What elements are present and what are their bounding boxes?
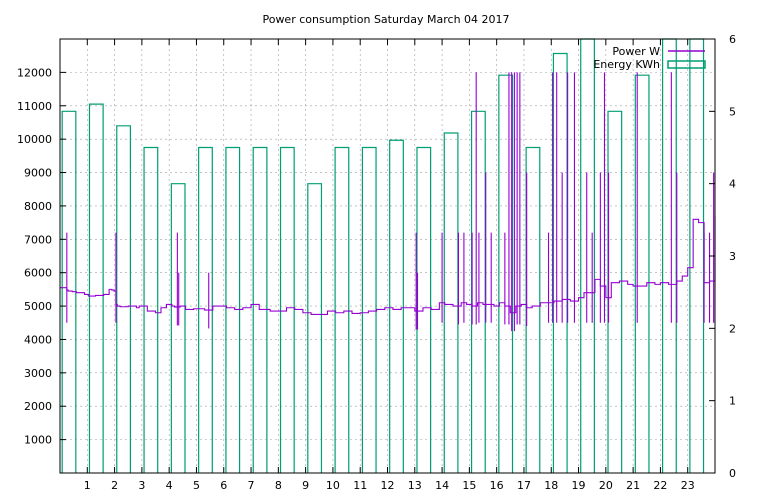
x-tick-label: 12	[381, 479, 395, 492]
x-tick-label: 19	[572, 479, 586, 492]
energy-bar	[170, 183, 186, 473]
x-tick-label: 3	[138, 479, 145, 492]
y2-tick-label: 4	[729, 178, 736, 191]
x-tick-label: 9	[302, 479, 309, 492]
energy-bar	[334, 146, 350, 473]
energy-bar	[279, 146, 295, 473]
y2-tick-label: 5	[729, 105, 736, 118]
energy-bar	[634, 74, 650, 473]
energy-bar	[443, 132, 459, 473]
x-tick-label: 4	[166, 479, 173, 492]
legend-energy-swatch	[667, 60, 706, 69]
legend-power-label: Power W	[612, 45, 660, 58]
y2-tick-label: 1	[729, 395, 736, 408]
y-tick-label: 6000	[24, 267, 52, 280]
y-tick-label: 3000	[24, 367, 52, 380]
energy-bar	[389, 139, 404, 473]
energy-bar	[498, 74, 514, 473]
x-tick-label: 22	[653, 479, 667, 492]
x-tick-label: 1	[84, 479, 91, 492]
energy-bar	[689, 38, 705, 473]
y-tick-label: 11000	[17, 100, 52, 113]
grid	[60, 39, 715, 473]
energy-bar	[143, 146, 159, 473]
energy-bar	[416, 146, 432, 473]
x-tick-label: 10	[326, 479, 340, 492]
legend: Power W Energy KWh	[593, 45, 706, 71]
x-tick-label: 21	[626, 479, 640, 492]
energy-bar	[307, 183, 323, 473]
y-tick-label: 10000	[17, 133, 52, 146]
y-tick-label: 8000	[24, 200, 52, 213]
y2-tick-label: 2	[729, 322, 736, 335]
energy-bars	[61, 38, 705, 473]
y2-tick-label: 0	[729, 467, 736, 480]
y2-axis: 0 1 2 3 4 5 6	[709, 33, 736, 480]
y-tick-label: 9000	[24, 167, 52, 180]
energy-bar	[88, 103, 104, 473]
x-tick-label: 15	[462, 479, 476, 492]
y2-tick-label: 3	[729, 250, 736, 263]
y-tick-label: 2000	[24, 400, 52, 413]
x-tick-label: 18	[544, 479, 558, 492]
energy-bar	[252, 146, 268, 473]
chart-title: Power consumption Saturday March 04 2017	[262, 13, 509, 26]
energy-bar	[361, 146, 377, 473]
energy-bar	[116, 125, 132, 473]
energy-bar	[552, 52, 568, 473]
x-tick-label: 7	[248, 479, 255, 492]
legend-energy-label: Energy KWh	[593, 58, 660, 71]
x-tick-label: 8	[275, 479, 282, 492]
x-axis: 1 2 3 4 5 6 7 8 9 10 11 12 13 14 15 16 17 18 19 20 21 22 23	[84, 39, 695, 492]
energy-bar	[607, 110, 623, 473]
y-axis: 1000 2000 3000 4000 5000 6000 7000 8000 9000 1000…	[17, 66, 66, 447]
energy-bar	[525, 146, 541, 473]
x-tick-label: 20	[599, 479, 613, 492]
x-tick-label: 6	[220, 479, 227, 492]
x-tick-label: 13	[408, 479, 422, 492]
x-tick-label: 11	[353, 479, 367, 492]
power-line	[60, 215, 716, 315]
x-tick-label: 16	[490, 479, 504, 492]
x-tick-label: 23	[681, 479, 695, 492]
y-tick-label: 1000	[24, 434, 52, 447]
y2-tick-label: 6	[729, 33, 736, 46]
energy-bar	[225, 146, 241, 473]
x-tick-label: 5	[193, 479, 200, 492]
y-tick-label: 5000	[24, 300, 52, 313]
x-tick-label: 17	[517, 479, 531, 492]
y-tick-label: 4000	[24, 333, 52, 346]
power-series	[60, 72, 716, 332]
energy-bar	[662, 38, 677, 473]
x-tick-label: 2	[111, 479, 118, 492]
x-tick-label: 14	[435, 479, 449, 492]
y-tick-label: 12000	[17, 66, 52, 79]
y-tick-label: 7000	[24, 233, 52, 246]
